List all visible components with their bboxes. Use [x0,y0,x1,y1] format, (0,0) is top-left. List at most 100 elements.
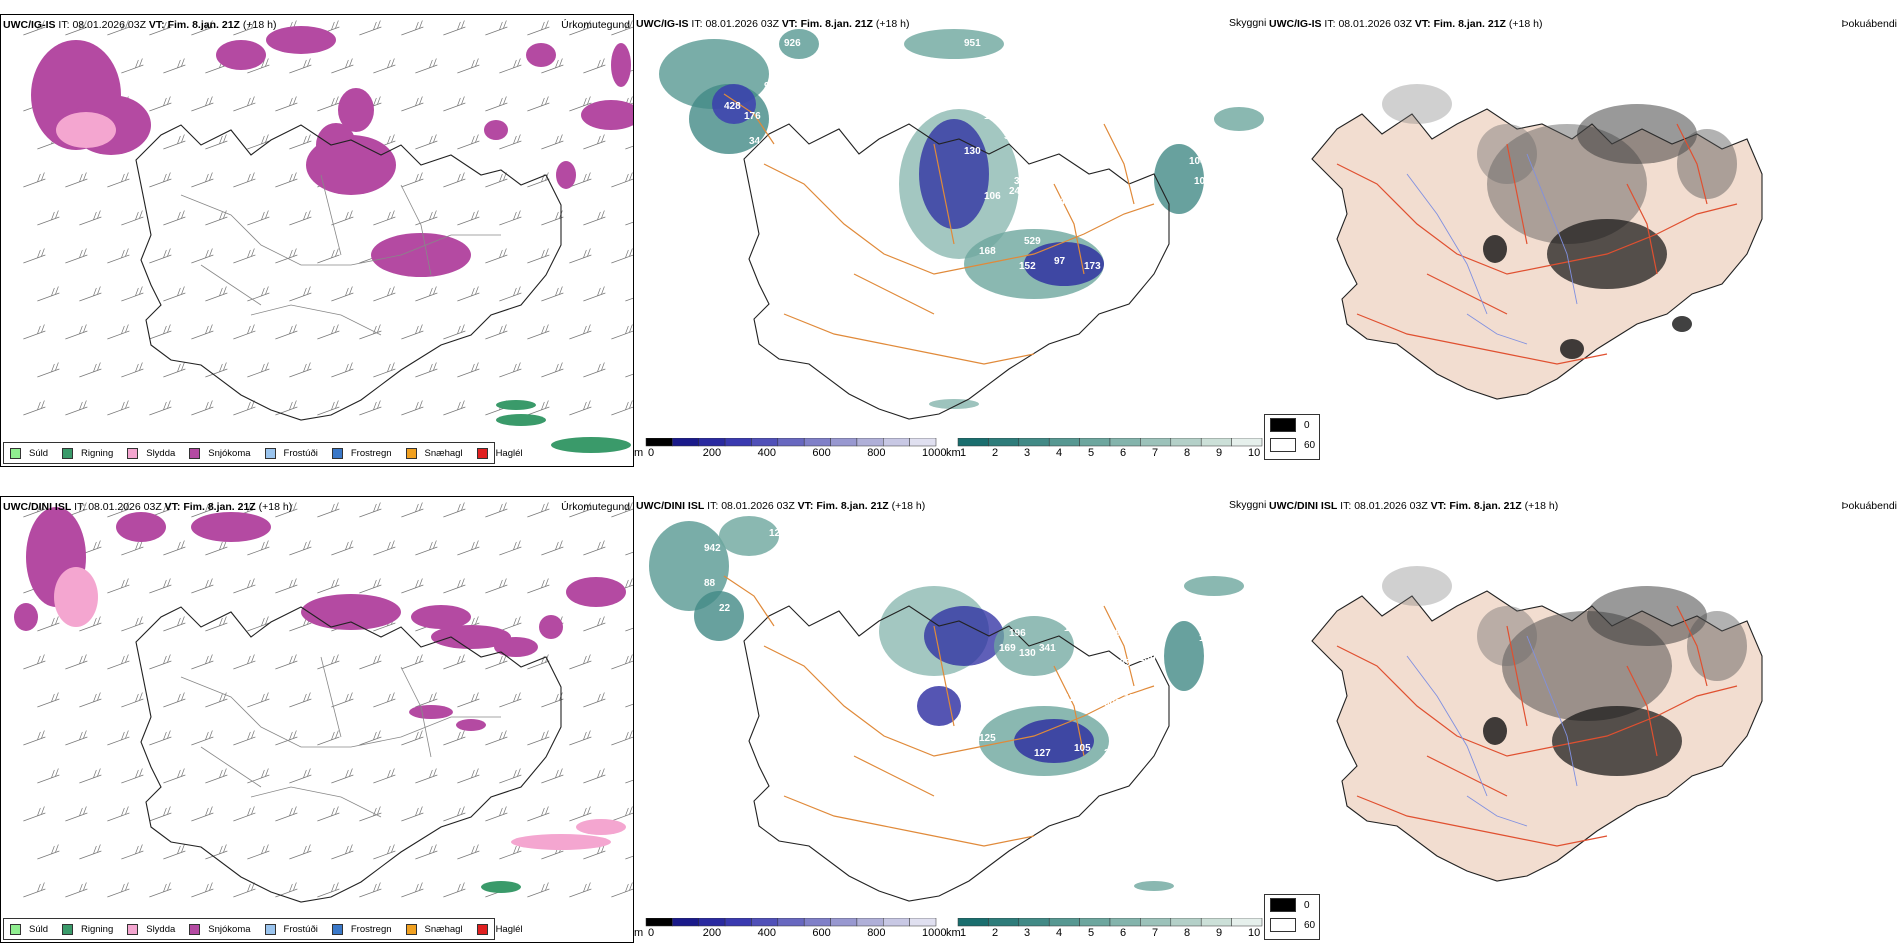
wind-barb [149,400,172,416]
wind-barb [485,324,508,340]
wind-barb [625,855,633,860]
legend-swatch [331,447,343,459]
colorbar-swatch [883,438,910,447]
panel-title: UWC/DINI ISL IT: 08.01.2026 03Z VT: Fim.… [636,500,926,512]
panel-title: UWC/IG-IS IT: 08.01.2026 03Z VT: Fim. 8.… [636,18,910,30]
iceland-land [1311,108,1763,400]
legend-item: Rigning [62,923,113,935]
wind-barb [149,172,172,188]
wind-barb [233,96,256,112]
wind-barb [275,324,298,340]
colorbar-tick-label: 10 [1248,447,1261,459]
panel-label: Skyggni [1229,17,1267,29]
colorbar-tick-label: 4 [1056,927,1063,939]
wind-barb [443,882,466,898]
wind-barb [625,297,633,302]
wind-barb [541,768,564,784]
wind-barb [541,286,564,302]
wind-barb [415,540,438,556]
wind-barb [23,172,46,188]
colorbar-swatch [1140,438,1172,447]
fog-legend: 0 60 [1264,414,1320,460]
wind-barb [37,362,60,378]
wind-barb [415,134,438,150]
wind-barb [107,502,130,518]
wind-barb [569,248,592,264]
wind-barb [65,730,88,746]
wind-barb [401,730,424,746]
visibility-value: 203 [1074,658,1091,669]
fog-map-bottom [1311,566,1763,882]
wind-barb [23,730,46,746]
wind-barb [79,844,102,860]
legend-swatch [62,447,74,459]
wind-barb [317,248,340,264]
wind-barb [121,692,144,708]
road-lines [180,174,501,336]
wind-barb [485,654,508,670]
colorbar-tick-label: 2 [992,927,999,939]
wind-barb [107,400,130,416]
wind-barb [289,540,312,556]
wind-barb [331,844,354,860]
wind-barb [191,96,214,112]
visibility-value: 34 [749,136,761,147]
colorbar-tick-label: 2 [992,447,999,459]
colorbar-swatch [698,918,726,927]
colorbar-swatch [1170,918,1202,927]
visibility-value: 124 [769,528,786,539]
wind-barb [163,540,186,556]
visibility-value: 205 [1104,748,1121,759]
iceland-outline [135,606,562,903]
colorbar-swatch [830,918,858,927]
wind-barb [485,96,508,112]
colorbar-swatch [909,918,937,927]
wind-barb [527,20,550,36]
visibility-value: 502 [1004,131,1021,142]
wind-barb [499,844,522,860]
wind-barb [275,882,298,898]
visibility-value: 130 [964,146,981,157]
wind-barb [289,844,312,860]
wind-barb [191,806,214,822]
wind-barb [163,286,186,302]
wind-barb [401,96,424,112]
wind-barb [527,96,550,112]
wind-barb [457,768,480,784]
colorbar-tick-label: 400 [757,447,776,459]
iceland-outline [743,123,1170,420]
wind-barb [317,730,340,746]
wind-barb [79,286,102,302]
wind-barb [611,324,633,340]
visibility-value: 926 [784,38,801,49]
wind-barb [275,806,298,822]
wind-barb [625,779,633,784]
wind-barb [331,210,354,226]
wind-barb [569,172,592,188]
wind-barb [583,692,606,708]
fog-legend-row: 60 [1265,435,1319,455]
panel-title: UWC/IG-IS IT: 08.01.2026 03Z VT: Fim. 8.… [3,19,277,31]
wind-barb [499,134,522,150]
wind-barb [457,692,480,708]
wind-barb [415,768,438,784]
river-lines [1406,635,1578,827]
wind-barb [527,806,550,822]
wind-barb [121,616,144,632]
wind-barb [23,882,46,898]
wind-barb [499,58,522,74]
visibility-value: 104 [1049,211,1066,222]
wind-barb [107,324,130,340]
panel-label: Skyggni [1229,499,1267,511]
precip-type-panel-top: UWC/IG-IS IT: 08.01.2026 03Z VT: Fim. 8.… [0,14,634,467]
colorbar-tick-label: 3 [1024,447,1031,459]
wind-barb [583,768,606,784]
visibility-value: 341 [1039,643,1056,654]
wind-barb [401,806,424,822]
wind-barb [121,210,144,226]
wind-barb [443,20,466,36]
legend-item: Snæhagl [405,447,463,459]
wind-barb [149,882,172,898]
